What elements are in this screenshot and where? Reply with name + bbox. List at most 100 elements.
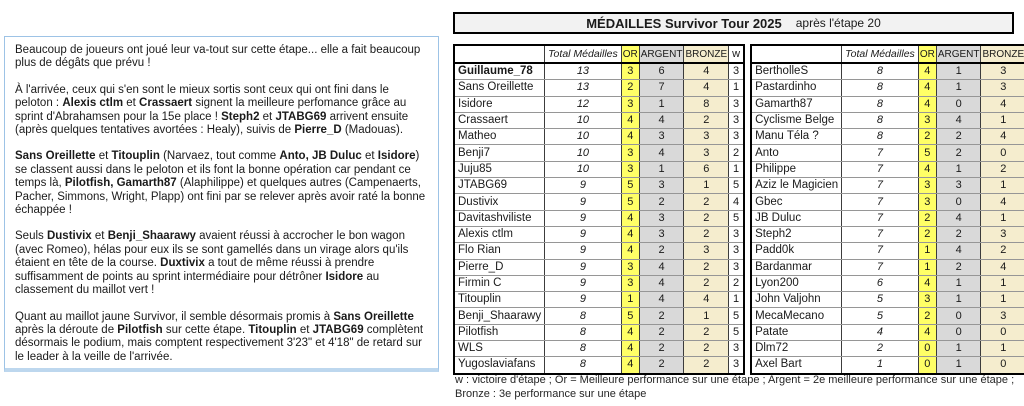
- table-row: JTABG69 9 5 3 1 5: [453, 177, 745, 195]
- cell-total: 4: [841, 323, 919, 342]
- cell-argent: 0: [935, 95, 982, 113]
- cell-argent: 1: [935, 340, 982, 358]
- cell-or: 4: [917, 62, 937, 81]
- cell-bronze: 1: [980, 274, 1024, 293]
- cell-bronze: 2: [683, 356, 730, 375]
- cell-w: 1: [728, 79, 745, 97]
- cell-bronze: 2: [683, 193, 730, 211]
- column-header-player: [750, 44, 843, 64]
- cell-total: 13: [544, 62, 622, 81]
- page-title: MÉDAILLES Survivor Tour 2025: [586, 15, 782, 31]
- cell-name: JB Duluc: [750, 209, 843, 227]
- cell-name: Patate: [750, 323, 843, 342]
- cell-w: 3: [728, 62, 745, 81]
- table-row: Flo Rian 9 4 2 3 3: [453, 242, 745, 260]
- cell-argent: 2: [935, 258, 982, 276]
- cell-bronze: 1: [980, 111, 1024, 130]
- cell-name: Guillaume_78: [453, 62, 546, 81]
- cell-argent: 2: [638, 323, 685, 342]
- table-row: Bardanmar71241: [750, 258, 1024, 276]
- paragraph: Quant au maillot jaune Survivor, il semb…: [15, 310, 424, 363]
- cell-bronze: 2: [683, 225, 730, 244]
- cell-bronze: 6: [683, 160, 730, 179]
- cell-bronze: 3: [980, 79, 1024, 97]
- cell-argent: 4: [638, 291, 685, 309]
- cell-argent: 1: [638, 95, 685, 113]
- cell-name: BertholleS: [750, 62, 843, 81]
- table-row: Juju85 10 3 1 6 1: [453, 160, 745, 179]
- cell-bronze: 1: [683, 307, 730, 325]
- column-header-or: OR: [917, 44, 937, 64]
- table-row: Anto75205: [750, 144, 1024, 162]
- cell-total: 8: [544, 323, 622, 342]
- cell-name: Dlm72: [750, 340, 843, 358]
- table-row: Crassaert 10 4 4 2 3: [453, 111, 745, 130]
- cell-bronze: 1: [980, 209, 1024, 227]
- cell-argent: 3: [638, 209, 685, 227]
- cell-bronze: 2: [683, 258, 730, 276]
- table-row: Davitashviliste 9 4 3 2 5: [453, 209, 745, 227]
- cell-bronze: 3: [683, 144, 730, 162]
- cell-or: 2: [620, 79, 640, 97]
- cell-name: Alexis ctlm: [453, 225, 546, 244]
- cell-or: 1: [620, 291, 640, 309]
- cell-or: 3: [620, 62, 640, 81]
- table-row: Philippe74122: [750, 160, 1024, 179]
- cell-or: 4: [620, 225, 640, 244]
- cell-argent: 0: [935, 193, 982, 211]
- cell-argent: 2: [638, 340, 685, 358]
- table-row: Yugoslaviafans 8 4 2 2 3: [453, 356, 745, 375]
- race-report-text: Beaucoup de joueurs ont joué leur va-tou…: [15, 44, 428, 364]
- cell-total: 12: [544, 95, 622, 113]
- paragraph: Beaucoup de joueurs ont joué leur va-tou…: [15, 44, 421, 70]
- cell-name: Juju85: [453, 160, 546, 179]
- cell-or: 5: [620, 177, 640, 195]
- paragraph: Sans Oreillette et Titouplin (Narvaez, t…: [15, 150, 426, 217]
- cell-bronze: 2: [683, 274, 730, 293]
- cell-total: 5: [841, 291, 919, 309]
- cell-argent: 4: [638, 111, 685, 130]
- cell-name: Gbec: [750, 193, 843, 211]
- cell-bronze: 0: [980, 144, 1024, 162]
- cell-bronze: 2: [683, 340, 730, 358]
- cell-total: 7: [841, 144, 919, 162]
- cell-argent: 6: [638, 62, 685, 81]
- table-row: Lyon20064113: [750, 274, 1024, 293]
- cell-total: 9: [544, 193, 622, 211]
- cell-name: Pilotfish: [453, 323, 546, 342]
- cell-total: 7: [841, 225, 919, 244]
- cell-bronze: 4: [980, 193, 1024, 211]
- cell-or: 2: [917, 128, 937, 146]
- cell-name: WLS: [453, 340, 546, 358]
- cell-argent: 7: [638, 79, 685, 97]
- cell-total: 10: [544, 128, 622, 146]
- cell-argent: 1: [935, 291, 982, 309]
- cell-total: 10: [544, 144, 622, 162]
- cell-bronze: 2: [980, 242, 1024, 260]
- cell-total: 1: [841, 356, 919, 375]
- table-row: Benji7 10 3 4 3 2: [453, 144, 745, 162]
- cell-name: Benji_Shaarawy: [453, 307, 546, 325]
- cell-total: 8: [841, 128, 919, 146]
- cell-name: Bardanmar: [750, 258, 843, 276]
- cell-w: 3: [728, 225, 745, 244]
- cell-total: 13: [544, 79, 622, 97]
- cell-total: 10: [544, 111, 622, 130]
- cell-argent: 1: [935, 160, 982, 179]
- table-row: BertholleS84134: [750, 62, 1024, 81]
- cell-total: 5: [841, 307, 919, 325]
- cell-total: 9: [544, 177, 622, 195]
- cell-name: Pierre_D: [453, 258, 546, 276]
- cell-or: 4: [917, 95, 937, 113]
- cell-or: 5: [917, 144, 937, 162]
- table-row: Dlm7220110: [750, 340, 1024, 358]
- cell-total: 9: [544, 242, 622, 260]
- cell-name: Lyon200: [750, 274, 843, 293]
- cell-or: 3: [917, 193, 937, 211]
- cell-w: 3: [728, 111, 745, 130]
- cell-w: 3: [728, 356, 745, 375]
- cell-or: 3: [620, 274, 640, 293]
- table-row: Benji_Shaarawy 8 5 2 1 5: [453, 307, 745, 325]
- cell-bronze: 2: [683, 111, 730, 130]
